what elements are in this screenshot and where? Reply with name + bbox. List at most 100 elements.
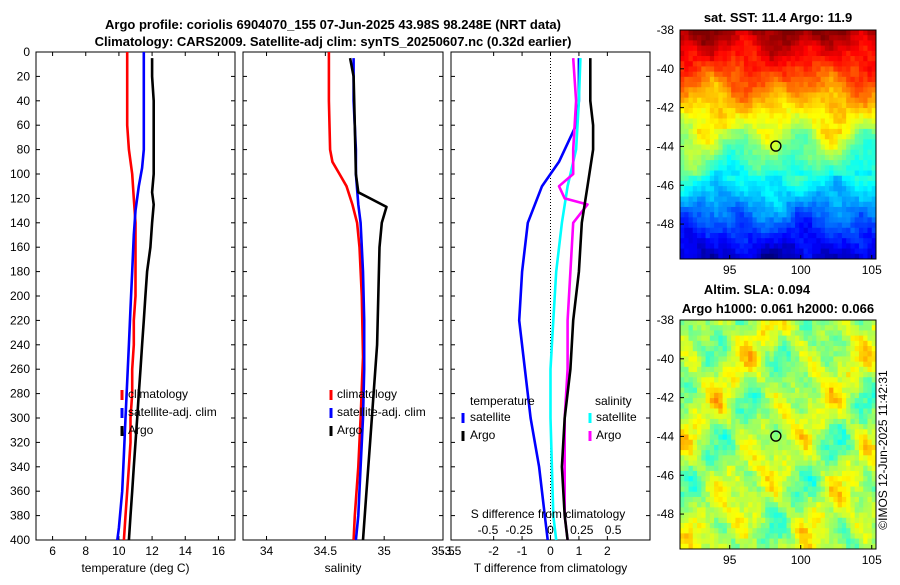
map-cell	[778, 522, 783, 529]
temperature-xtick-label: 14	[179, 544, 193, 558]
map-cell	[799, 517, 804, 524]
map-cell	[697, 248, 702, 255]
map-cell	[748, 335, 753, 342]
map-cell	[795, 170, 800, 177]
map-cell	[739, 382, 745, 389]
map-cell	[816, 113, 822, 119]
map-cell	[726, 102, 732, 109]
map-cell	[837, 465, 843, 472]
map-cell	[816, 222, 822, 229]
map-cell	[871, 387, 877, 394]
map-cell	[769, 175, 775, 182]
map-cell	[799, 330, 804, 337]
map-cell	[735, 243, 741, 249]
map-cell	[739, 180, 745, 187]
map-cell	[867, 30, 873, 36]
map-cell	[871, 444, 877, 451]
map-cell	[833, 491, 839, 498]
map-cell	[709, 35, 715, 41]
map-cell	[688, 180, 694, 187]
map-cell	[795, 543, 800, 550]
map-cell	[782, 217, 787, 223]
map-cell	[688, 186, 694, 192]
map-cell	[863, 40, 868, 47]
map-cell	[718, 123, 724, 130]
map-cell	[795, 165, 800, 171]
map-cell	[858, 139, 864, 145]
map-cell	[718, 108, 724, 114]
map-cell	[705, 366, 711, 373]
map-cell	[841, 149, 847, 156]
map-cell	[756, 76, 762, 83]
depth-tick-label: 100	[10, 167, 30, 181]
difference-series-0	[517, 58, 581, 541]
map-cell	[867, 238, 873, 244]
map-cell	[688, 253, 694, 260]
map-cell	[773, 429, 779, 435]
map-cell	[841, 512, 847, 519]
map-cell	[722, 465, 728, 472]
map-cell	[824, 118, 830, 125]
map-cell	[799, 165, 804, 171]
map-cell	[688, 340, 694, 347]
map-cell	[726, 361, 732, 368]
map-cell	[790, 139, 796, 145]
map-cell	[769, 128, 775, 135]
map-cell	[863, 450, 868, 456]
map-cell	[718, 170, 724, 177]
map-cell	[697, 439, 702, 446]
map-cell	[760, 543, 766, 550]
map-cell	[756, 335, 762, 342]
map-cell	[739, 82, 745, 88]
map-cell	[812, 408, 817, 415]
map-cell	[748, 366, 753, 373]
map-cell	[846, 460, 851, 467]
map-cell	[705, 356, 711, 363]
map-cell	[739, 335, 745, 342]
map-cell	[697, 165, 702, 171]
map-cell	[697, 201, 702, 208]
map-cell	[782, 455, 787, 461]
temperature-xtick-label: 6	[49, 544, 56, 558]
map-cell	[833, 424, 839, 430]
map-cell	[769, 30, 775, 36]
map-cell	[854, 340, 860, 347]
map-cell	[782, 191, 787, 197]
map-cell	[846, 180, 851, 187]
map-cell	[854, 82, 860, 88]
map-cell	[795, 139, 800, 145]
map-cell	[726, 465, 732, 472]
map-cell	[701, 108, 706, 114]
s-difference-tick-label: 0.25	[570, 523, 594, 537]
map-cell	[731, 165, 736, 171]
map-cell	[731, 444, 736, 451]
map-cell	[778, 507, 783, 513]
map-cell	[756, 139, 762, 145]
map-cell	[850, 40, 856, 47]
map-cell	[846, 186, 851, 192]
map-cell	[752, 486, 758, 493]
map-cell	[752, 382, 758, 389]
s-difference-tick-label: -0.5	[478, 523, 499, 537]
map-cell	[726, 123, 732, 130]
map-cell	[680, 465, 685, 472]
map-cell	[867, 248, 873, 255]
map-cell	[867, 123, 873, 130]
map-cell	[756, 351, 762, 357]
map-cell	[833, 134, 839, 140]
map-cell	[837, 481, 843, 487]
map-cell	[731, 113, 736, 119]
map-cell	[731, 118, 736, 125]
map-cell	[743, 201, 749, 208]
map-cell	[735, 108, 741, 114]
map-cell	[782, 470, 787, 477]
map-cell	[688, 123, 694, 130]
map-cell	[799, 392, 804, 399]
map-cell	[735, 149, 741, 156]
map-cell	[846, 361, 851, 368]
map-cell	[850, 455, 856, 461]
map-cell	[816, 87, 822, 93]
map-cell	[858, 481, 864, 487]
map-cell	[854, 460, 860, 467]
map-cell	[812, 320, 817, 326]
